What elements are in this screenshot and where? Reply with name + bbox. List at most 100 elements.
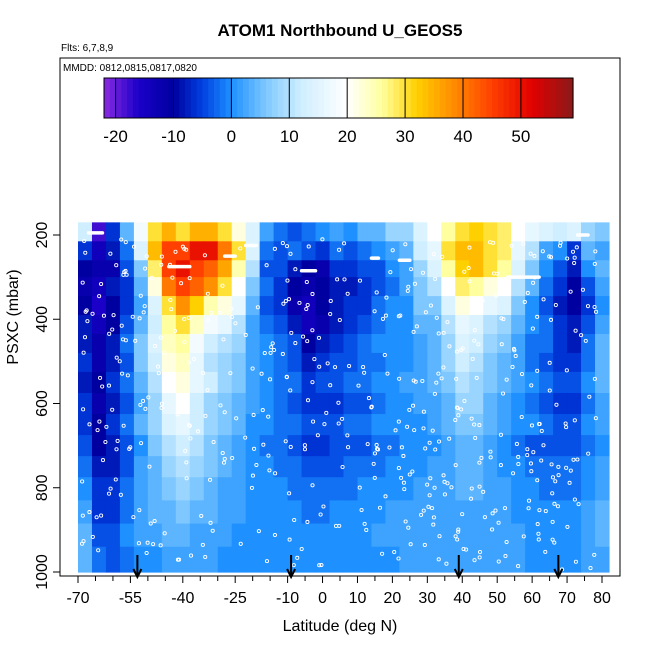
sample-point (427, 493, 432, 498)
heatmap-cell (217, 500, 233, 525)
sample-point (110, 327, 115, 332)
heatmap-cell (287, 456, 303, 478)
heatmap-cell (315, 500, 331, 525)
heatmap-cell (357, 456, 373, 478)
heatmap-cell (147, 296, 163, 316)
heatmap-cell (273, 260, 289, 278)
sample-point (528, 251, 533, 256)
heatmap-cell (231, 392, 247, 415)
sample-point (143, 266, 148, 271)
sample-point (431, 252, 436, 257)
heatmap-cell (455, 333, 470, 354)
sample-point (337, 247, 342, 252)
sample-point (425, 482, 430, 487)
sample-point (587, 394, 592, 399)
sample-point (280, 351, 285, 357)
colorbar-segment (520, 78, 528, 118)
sample-point (593, 309, 599, 314)
sample-point (87, 422, 92, 427)
sample-point (592, 261, 597, 266)
sample-point (385, 371, 390, 376)
colorbar-segment (491, 78, 499, 118)
heatmap-cell (203, 333, 219, 354)
sample-point (97, 294, 102, 299)
heatmap-cell (217, 222, 233, 242)
heatmap-cell (231, 414, 247, 436)
heatmap-cell (245, 222, 261, 242)
sample-point (312, 357, 317, 362)
sample-point (119, 323, 124, 328)
heatmap-cell (301, 260, 317, 278)
colorbar-segment (208, 78, 215, 118)
heatmap-cell (371, 477, 387, 501)
sample-point (108, 486, 113, 491)
heatmap-cell (469, 477, 484, 501)
sample-point (436, 557, 441, 562)
sample-point (230, 456, 235, 461)
heatmap-cell (147, 523, 163, 548)
heatmap-cell (315, 315, 331, 335)
sample-point (111, 313, 116, 318)
sample-point (123, 268, 128, 274)
sample-point (221, 460, 227, 465)
heatmap-cell (581, 546, 596, 573)
heatmap-cell (553, 477, 568, 501)
sample-point (511, 471, 516, 476)
sample-point (186, 315, 191, 320)
heatmap-cell (259, 315, 275, 335)
sample-point (454, 349, 459, 354)
sample-point (543, 509, 548, 514)
sample-point (493, 508, 498, 513)
sample-point (346, 445, 351, 450)
sample-point (540, 249, 545, 254)
sample-point (123, 240, 128, 245)
heatmap-cell (301, 414, 317, 436)
sample-point (549, 462, 554, 467)
sample-point (525, 290, 530, 295)
sample-point (301, 334, 306, 339)
colorbar-segment (434, 78, 441, 118)
sample-point (251, 412, 256, 418)
heatmap-cell (525, 456, 540, 478)
sample-point (407, 472, 412, 477)
sample-point (499, 342, 504, 347)
heatmap-cell (399, 333, 414, 354)
heatmap-cell (315, 260, 331, 278)
sample-point (592, 552, 597, 557)
sample-point (183, 448, 188, 453)
heatmap-cell (567, 414, 582, 436)
sample-point (283, 439, 288, 444)
heatmap-cell (147, 241, 163, 261)
heatmap-cell (497, 392, 512, 415)
sample-point (328, 312, 333, 317)
sample-point (220, 450, 225, 456)
sample-point (87, 510, 92, 515)
colorbar-segment (561, 78, 568, 118)
sample-point (365, 442, 370, 447)
heatmap-cell (441, 260, 456, 278)
heatmap-cell (581, 260, 596, 278)
sample-point (426, 504, 431, 509)
sample-point (238, 246, 243, 251)
x-tick-label: 70 (558, 590, 576, 607)
heatmap-cell (567, 222, 582, 242)
heatmap-cell (119, 333, 135, 354)
heatmap-cell (175, 371, 191, 394)
heatmap-cell (259, 333, 275, 354)
colorbar-segment (457, 78, 464, 118)
heatmap-cell (455, 222, 470, 242)
heatmap-cell (161, 523, 177, 548)
heatmap-cell (455, 435, 470, 457)
sample-point (421, 426, 426, 431)
sample-point (516, 454, 521, 460)
x-tick-label: -10 (276, 590, 299, 607)
sample-point (536, 531, 541, 536)
heatmap-cell (469, 315, 484, 335)
heatmap-cell (203, 477, 219, 501)
heatmap-cell (595, 371, 610, 394)
heatmap-cell (371, 260, 387, 278)
heatmap-cell (203, 456, 219, 478)
heatmap-cell (343, 277, 359, 297)
heatmap-cell (413, 315, 428, 335)
sample-point (366, 396, 372, 401)
